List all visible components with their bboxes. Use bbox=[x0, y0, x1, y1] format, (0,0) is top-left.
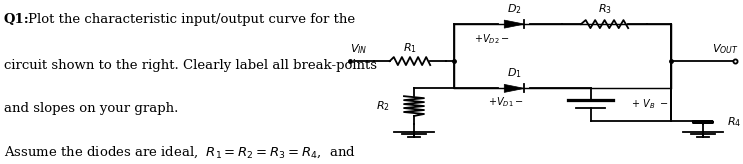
Text: $+V_{D2}-$: $+V_{D2}-$ bbox=[474, 32, 510, 46]
Text: $R_3$: $R_3$ bbox=[597, 2, 611, 16]
Bar bbox=[454, 24, 671, 88]
Text: $D_1$: $D_1$ bbox=[507, 67, 522, 80]
Text: $R_1$: $R_1$ bbox=[403, 41, 417, 55]
Polygon shape bbox=[504, 20, 525, 28]
Text: $V_{IN}$: $V_{IN}$ bbox=[350, 42, 367, 56]
Text: $+V_{D1}-$: $+V_{D1}-$ bbox=[488, 95, 524, 109]
Text: $V_{OUT}$: $V_{OUT}$ bbox=[713, 42, 739, 56]
Text: Plot the characteristic input/output curve for the: Plot the characteristic input/output cur… bbox=[28, 13, 355, 26]
Text: Q1:: Q1: bbox=[4, 13, 30, 26]
Text: and slopes on your graph.: and slopes on your graph. bbox=[4, 102, 178, 115]
Text: $+\ V_B\ -$: $+\ V_B\ -$ bbox=[631, 98, 668, 111]
Text: $R_2$: $R_2$ bbox=[376, 99, 390, 113]
Polygon shape bbox=[504, 84, 525, 92]
Text: Assume the diodes are ideal,  $R_1 = R_2 = R_3 = R_4$,  and: Assume the diodes are ideal, $R_1 = R_2 … bbox=[4, 144, 355, 160]
Text: circuit shown to the right. Clearly label all break-points: circuit shown to the right. Clearly labe… bbox=[4, 59, 377, 72]
Text: $R_4$: $R_4$ bbox=[727, 115, 742, 129]
Text: $D_2$: $D_2$ bbox=[507, 2, 522, 16]
